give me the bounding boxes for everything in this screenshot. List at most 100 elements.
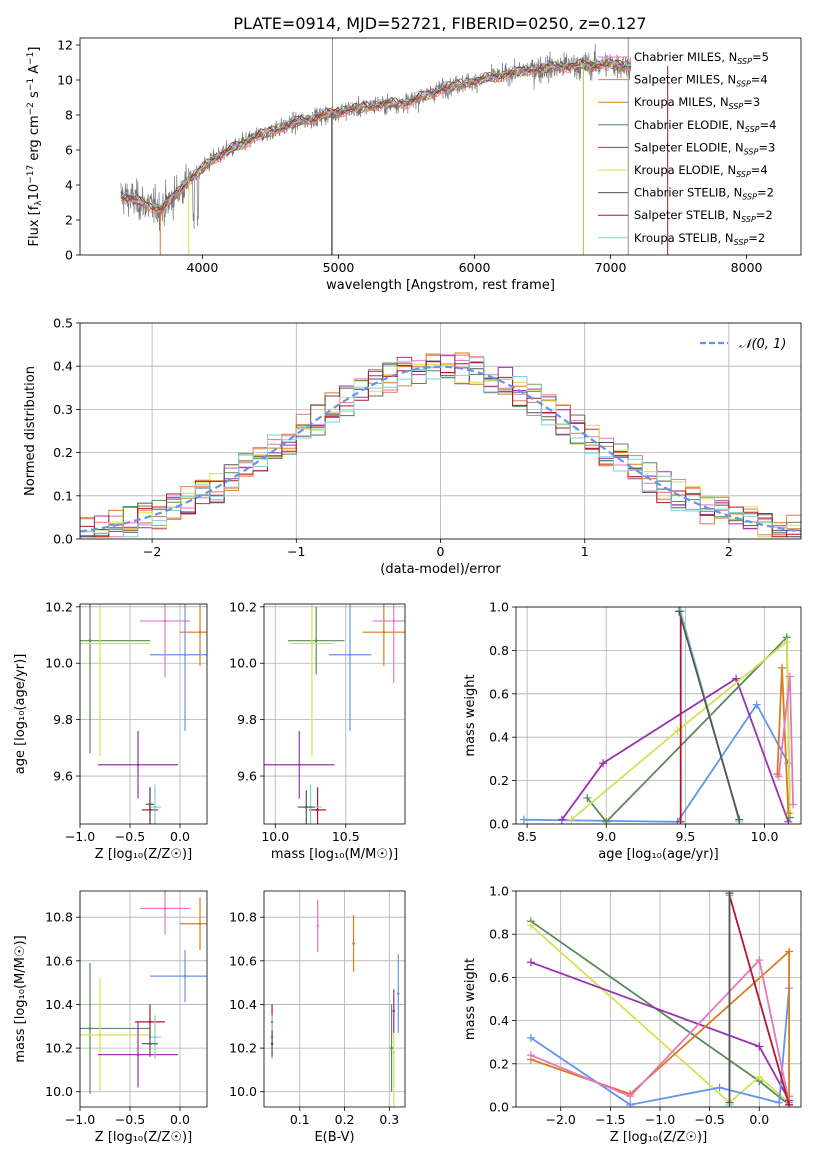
weight-marker xyxy=(725,1098,734,1107)
y-axis-label: Normed distribution xyxy=(23,366,38,496)
plot-area xyxy=(526,891,794,1107)
plot-area xyxy=(270,899,400,1107)
y-tick-label: 4 xyxy=(65,178,73,193)
y-tick-label: 0.8 xyxy=(489,643,509,658)
data-point xyxy=(396,992,400,995)
weight-marker xyxy=(785,1100,794,1107)
data-point xyxy=(392,1051,396,1054)
x-axis-label: Z [log₁₀(Z/Z☉)] xyxy=(610,1130,707,1145)
plot-area xyxy=(80,352,801,538)
data-point xyxy=(153,1035,157,1039)
y-tick-label: 0.4 xyxy=(53,359,73,374)
weight-marker xyxy=(785,947,794,956)
weight-marker xyxy=(676,817,685,824)
y-axis-label-part: Flux [f xyxy=(27,205,42,246)
x-tick-label: −0.5 xyxy=(115,829,145,844)
weight-marker xyxy=(526,1051,535,1060)
y-tick-label: 0.0 xyxy=(53,532,73,547)
axes-frame xyxy=(79,37,802,256)
weight-marker xyxy=(526,958,535,967)
data-point xyxy=(270,1042,274,1046)
y-axis-label-part: −1 xyxy=(26,78,36,91)
panel-weight-vs-Z: −2.0 −1.5 −1.0 −0.5 0.0 0.0 0.2 0.4 0.6 0.8 1.0 Z [… xyxy=(463,884,802,1145)
legend-entry: Salpeter ELODIE, NSSP=3 xyxy=(634,140,775,156)
y-tick-label: 10.4 xyxy=(229,997,257,1012)
weight-marker xyxy=(752,700,761,709)
data-point xyxy=(310,642,314,645)
y-tick-label: 2 xyxy=(65,213,73,228)
observed-spectrum xyxy=(120,44,632,231)
legend-entry: Kroupa STELIB, NSSP=2 xyxy=(634,231,765,247)
x-axis-label: (data-model)/error xyxy=(380,562,501,577)
panel-mass-vs-Z: −1.0 −0.5 0.0 10.0 10.2 10.4 10.6 10.8 Z [log₁₀(… xyxy=(13,890,208,1145)
legend-label: Kroupa STELIB, N xyxy=(634,231,734,245)
x-tick-label: 5000 xyxy=(323,260,355,275)
weight-marker xyxy=(725,891,734,898)
data-point xyxy=(88,1027,92,1030)
legend-entry: Salpeter MILES, NSSP=4 xyxy=(634,73,768,89)
y-axis-label-part: s xyxy=(27,91,42,102)
legend-value: =3 xyxy=(743,95,760,109)
legend-label: Salpeter MILES, N xyxy=(634,73,736,87)
x-tick-label: 7000 xyxy=(595,260,627,275)
data-point xyxy=(392,1009,396,1013)
legend-sub: SSP xyxy=(736,80,751,89)
weight-series-line xyxy=(530,924,790,1104)
weight-series-line xyxy=(530,949,790,1097)
y-tick-label: 0.5 xyxy=(53,316,73,331)
x-axis-label: mass [log₁₀(M/M☉)] xyxy=(271,847,398,862)
x-tick-label: 8000 xyxy=(731,260,763,275)
x-tick-label: 0.0 xyxy=(749,1112,769,1127)
x-tick-label: −2 xyxy=(143,544,161,559)
x-tick-label: 8.5 xyxy=(517,829,537,844)
weight-marker xyxy=(732,674,741,683)
legend-label: Kroupa ELODIE, N xyxy=(634,163,736,177)
panel-age-vs-mass: 10.0 10.5 9.6 9.8 10.0 10.2 mass [log₁₀(M/M☉)] xyxy=(229,599,406,862)
data-point xyxy=(148,802,152,806)
y-tick-label: 0.6 xyxy=(489,970,509,985)
y-tick-label: 10.2 xyxy=(229,599,257,614)
legend-value: =4 xyxy=(751,73,768,87)
residual-histogram xyxy=(80,357,801,538)
x-tick-label: −1.5 xyxy=(595,1112,625,1127)
normal-curve xyxy=(80,365,801,533)
legend-sub: SSP xyxy=(729,102,744,111)
legend-entry: Chabrier STELIB, NSSP=2 xyxy=(634,186,774,202)
legend-entry: Chabrier MILES, NSSP=5 xyxy=(634,50,769,66)
legend-sub: SSP xyxy=(736,170,751,179)
weight-series-line xyxy=(570,639,791,821)
weight-marker xyxy=(599,759,608,768)
axes-frame xyxy=(263,890,406,1108)
weight-marker xyxy=(782,637,791,646)
legend-label: Chabrier ELODIE, N xyxy=(634,118,745,132)
x-tick-label: 0 xyxy=(437,544,445,559)
data-point xyxy=(382,630,386,634)
legend-sub: SSP xyxy=(745,125,760,134)
legend-sub: SSP xyxy=(744,147,759,156)
x-tick-label: −2.0 xyxy=(546,1112,576,1127)
y-tick-label: 0.0 xyxy=(489,817,509,832)
data-point xyxy=(198,922,202,926)
y-tick-label: 0.1 xyxy=(53,488,73,503)
y-tick-label: 0.3 xyxy=(53,402,73,417)
weight-marker xyxy=(755,956,764,965)
y-axis-label-part: erg cm xyxy=(27,115,42,164)
plot-area xyxy=(80,604,207,824)
panel-spectrum: 4000 5000 6000 7000 8000 0 2 4 6 8 10 12 wavelength … xyxy=(26,37,802,293)
x-tick-label: 1 xyxy=(581,544,589,559)
weight-marker xyxy=(567,815,576,824)
y-tick-label: 10.6 xyxy=(45,953,73,968)
weight-marker xyxy=(557,815,566,824)
data-point xyxy=(153,805,157,809)
weight-marker xyxy=(626,1092,635,1101)
y-tick-label: 10.6 xyxy=(229,953,257,968)
y-tick-label: 10.0 xyxy=(229,656,257,671)
y-tick-label: 10.8 xyxy=(45,910,73,925)
legend-label: Salpeter ELODIE, N xyxy=(634,140,744,154)
x-tick-label: −1 xyxy=(287,544,305,559)
legend-label: Chabrier STELIB, N xyxy=(634,186,742,200)
y-axis-label-part: λ xyxy=(34,200,44,206)
weight-series-line xyxy=(728,895,790,1106)
y-axis-label-part: 10 xyxy=(27,184,42,201)
